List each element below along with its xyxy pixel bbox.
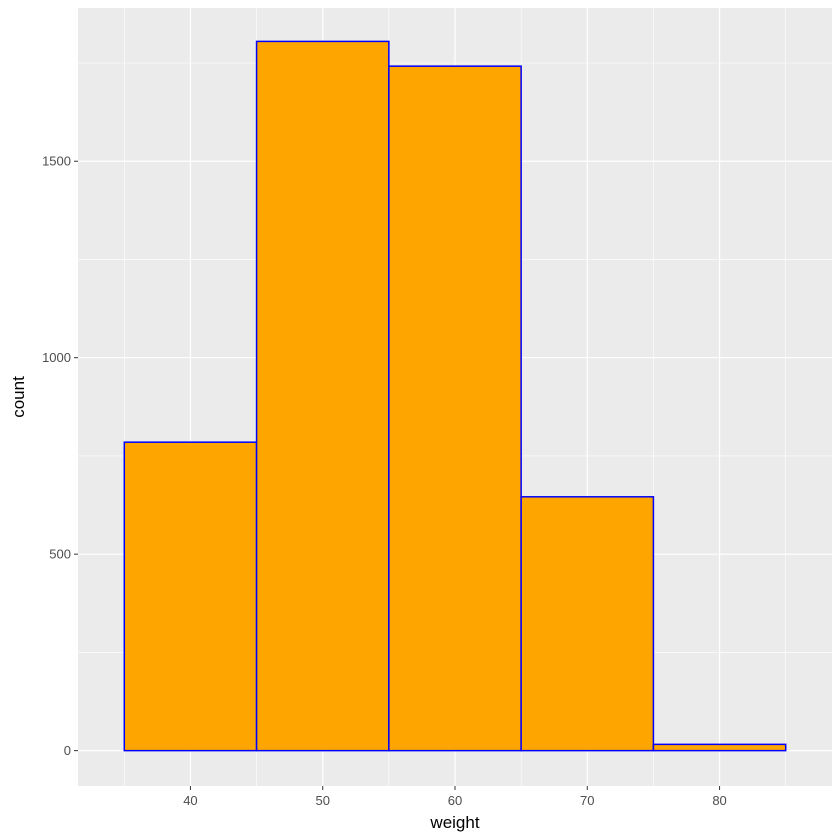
histogram-bars (123, 40, 787, 752)
y-axis-ticks: 0 500 1000 1500 (42, 154, 78, 758)
histogram-bar-4 (520, 496, 655, 752)
histogram-bar-2 (255, 40, 390, 752)
y-axis-title: count (9, 376, 28, 418)
y-tick-label: 500 (49, 547, 71, 562)
histogram-bar-3 (388, 65, 522, 752)
x-axis-ticks: 40 50 60 70 80 (183, 786, 727, 808)
x-axis-title: weight (429, 813, 479, 832)
y-tick-label: 1000 (42, 350, 71, 365)
x-tick-label: 70 (580, 793, 594, 808)
y-tick-label: 0 (64, 743, 71, 758)
x-tick-label: 40 (183, 793, 197, 808)
x-tick-label: 60 (448, 793, 462, 808)
x-tick-label: 50 (315, 793, 329, 808)
histogram-bar-5 (652, 743, 787, 752)
y-tick-label: 1500 (42, 154, 71, 169)
histogram-bar-1 (123, 441, 258, 752)
x-tick-label: 80 (712, 793, 726, 808)
